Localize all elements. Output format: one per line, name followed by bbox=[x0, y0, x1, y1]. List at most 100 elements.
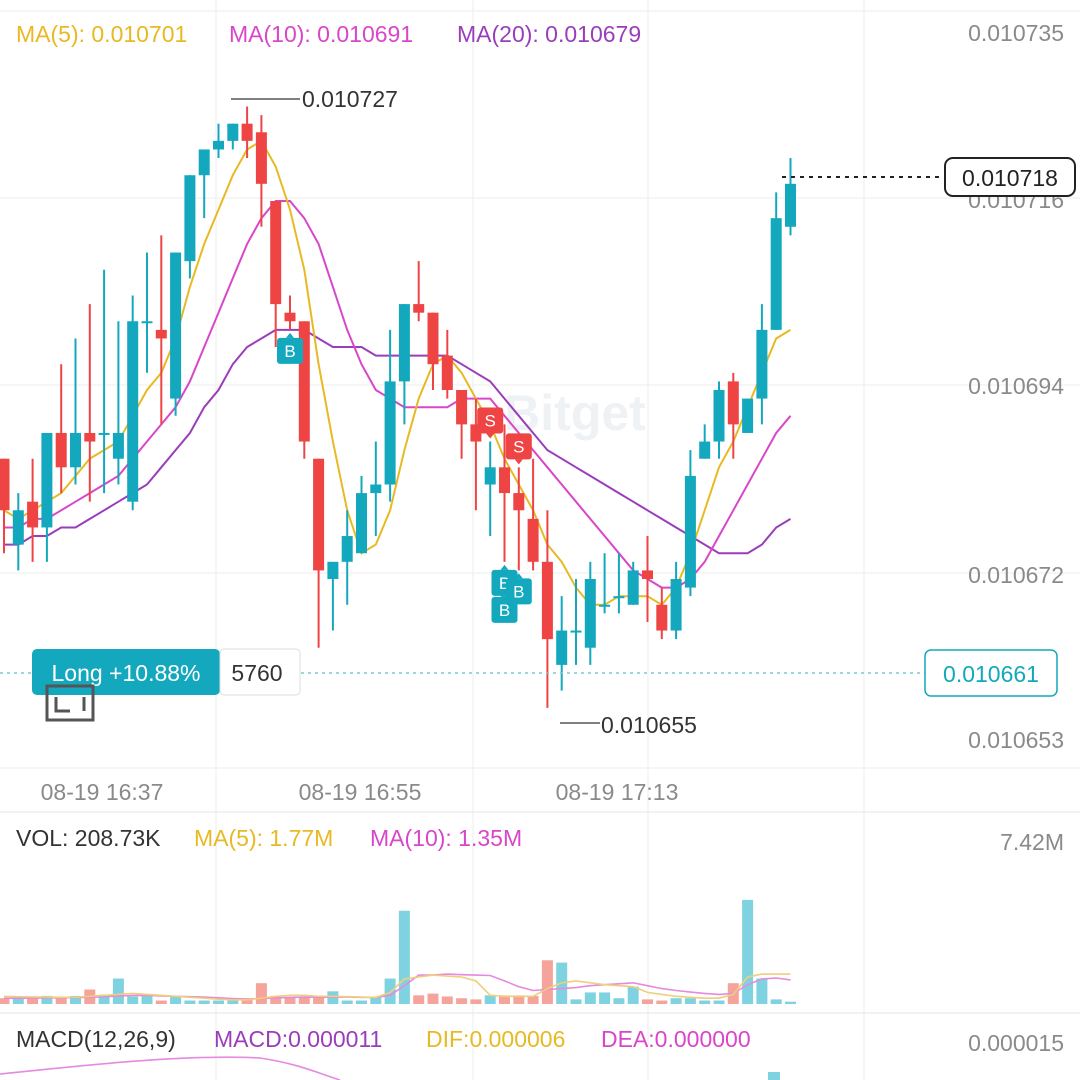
candle bbox=[656, 587, 668, 640]
volume-bar bbox=[55, 997, 67, 1004]
candle-body bbox=[427, 312, 439, 365]
candle-body bbox=[713, 390, 725, 442]
candle bbox=[141, 252, 153, 373]
candle bbox=[627, 561, 639, 605]
high-marker: 0.010727 bbox=[231, 86, 398, 112]
y-axis-label: 0.010735 bbox=[968, 20, 1064, 46]
candle bbox=[12, 493, 24, 571]
candle bbox=[727, 372, 739, 459]
candle-body bbox=[699, 441, 711, 459]
marker-pointer bbox=[486, 433, 495, 439]
candle bbox=[41, 432, 53, 562]
volume-bar bbox=[642, 999, 653, 1004]
candle-body bbox=[727, 381, 739, 425]
candle-body bbox=[55, 432, 67, 468]
macd-name: MACD(12,26,9) bbox=[16, 1026, 176, 1052]
legend-ma5: MA(5): 0.010701 bbox=[16, 21, 187, 47]
volume-bar bbox=[155, 1000, 167, 1004]
main-legend: MA(5): 0.010701 MA(10): 0.010691 MA(20):… bbox=[16, 21, 641, 47]
candle bbox=[470, 398, 482, 511]
candle bbox=[98, 269, 110, 494]
volume-value: VOL: 208.73K bbox=[16, 825, 161, 851]
candle bbox=[55, 364, 67, 494]
marker-label: B bbox=[499, 601, 510, 620]
candle-body bbox=[413, 304, 425, 313]
candle-body bbox=[0, 458, 10, 511]
candle-body bbox=[270, 201, 282, 305]
candle bbox=[270, 201, 282, 348]
x-axis: 08-19 16:37 08-19 16:55 08-19 17:13 bbox=[41, 779, 679, 805]
candle bbox=[27, 458, 39, 562]
sell-marker[interactable]: S bbox=[505, 433, 532, 465]
volume-bar bbox=[384, 978, 396, 1004]
candle-body bbox=[527, 518, 539, 562]
candle bbox=[684, 450, 696, 597]
candle bbox=[227, 123, 239, 150]
volume-bar bbox=[127, 996, 139, 1004]
candle-body bbox=[441, 355, 453, 390]
expand-icon[interactable] bbox=[45, 684, 95, 722]
candle bbox=[155, 235, 167, 425]
legend-ma10: MA(10): 0.010691 bbox=[229, 21, 413, 47]
candle bbox=[341, 510, 353, 605]
candle-body bbox=[313, 458, 325, 571]
candle bbox=[770, 192, 782, 330]
candle-body bbox=[570, 630, 582, 633]
volume-bar bbox=[770, 999, 782, 1004]
candle bbox=[370, 441, 382, 537]
candle bbox=[170, 252, 182, 416]
candle-body bbox=[484, 467, 496, 485]
candle-body bbox=[742, 398, 754, 433]
candle-body bbox=[656, 604, 668, 631]
marker-label: B bbox=[513, 582, 524, 601]
candle bbox=[356, 475, 367, 554]
last-price-value: 0.010718 bbox=[962, 165, 1058, 191]
macd-max: 0.000015 bbox=[968, 1030, 1064, 1056]
candle bbox=[756, 304, 768, 425]
macd-value: MACD:0.000011 bbox=[214, 1026, 382, 1052]
volume-legend: VOL: 208.73K MA(5): 1.77M MA(10): 1.35M … bbox=[16, 825, 1064, 855]
position-line[interactable]: Long +10.88% 5760 0.010661 bbox=[0, 648, 1058, 697]
x-axis-label: 08-19 16:55 bbox=[299, 779, 422, 805]
marker-label: B bbox=[284, 342, 295, 361]
volume-bar bbox=[499, 995, 510, 1004]
candles bbox=[0, 106, 796, 708]
volume-bar bbox=[627, 986, 639, 1004]
volume-ma10: MA(10): 1.35M bbox=[370, 825, 522, 851]
volume-bar bbox=[298, 997, 310, 1004]
candle-body bbox=[213, 140, 224, 150]
macd-legend: MACD(12,26,9) MACD:0.000011 DIF:0.000006… bbox=[16, 1026, 1064, 1056]
candle bbox=[127, 295, 139, 511]
candle bbox=[427, 312, 439, 390]
volume-bar bbox=[12, 997, 24, 1004]
candle bbox=[742, 398, 754, 433]
buy-marker[interactable]: B bbox=[505, 573, 532, 605]
volume-bar bbox=[670, 998, 682, 1004]
candle-body bbox=[241, 123, 253, 141]
ma10-line bbox=[4, 200, 792, 589]
volume-bar bbox=[213, 1000, 224, 1004]
candle-body bbox=[398, 304, 410, 382]
candle-body bbox=[456, 390, 468, 425]
volume-bar bbox=[241, 998, 253, 1004]
macd-bar bbox=[768, 1072, 780, 1080]
low-marker: 0.010655 bbox=[560, 712, 697, 738]
candle-body bbox=[670, 579, 682, 631]
candle bbox=[642, 536, 653, 622]
candle bbox=[513, 467, 525, 571]
marker-label: S bbox=[513, 437, 524, 456]
y-axis-label: 0.010672 bbox=[968, 562, 1064, 588]
position-badge[interactable] bbox=[32, 649, 220, 695]
volume-bar bbox=[70, 995, 81, 1004]
volume-bar bbox=[41, 995, 53, 1004]
candle bbox=[499, 424, 510, 562]
candle bbox=[713, 381, 725, 459]
volume-bar bbox=[27, 997, 39, 1004]
volume-bar bbox=[541, 960, 553, 1004]
candle bbox=[484, 441, 496, 537]
y-axis-label: 0.010653 bbox=[968, 727, 1064, 753]
sell-marker[interactable]: S bbox=[477, 407, 504, 439]
buy-marker[interactable]: B bbox=[277, 332, 303, 364]
